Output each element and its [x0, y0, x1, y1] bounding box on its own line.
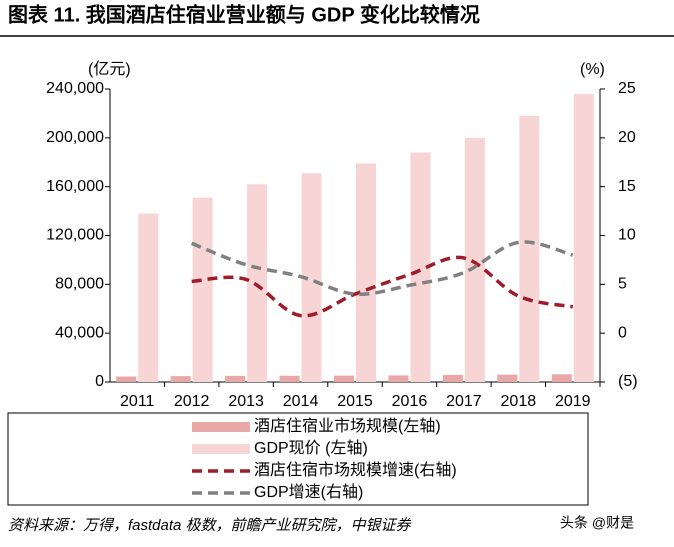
bar	[519, 115, 540, 382]
x-tick-label: 2016	[392, 393, 428, 410]
y-tick-label: 80,000	[55, 276, 104, 293]
bar	[551, 374, 572, 382]
line-series	[191, 255, 574, 318]
bar	[464, 137, 485, 382]
bar	[225, 375, 246, 382]
y2-axis-label: (%)	[580, 61, 605, 78]
source-note: 资料来源：万得，fastdata 极数，前瞻产业研究院，中银证券	[8, 517, 412, 534]
x-tick-label: 2015	[337, 393, 373, 410]
bar	[247, 184, 268, 382]
y-tick-label: 40,000	[55, 324, 104, 341]
x-tick-label: 2018	[501, 393, 537, 410]
y2-tick-label: (5)	[618, 373, 638, 390]
bar	[138, 213, 159, 382]
y-axis-label: (亿元)	[88, 60, 131, 78]
x-tick-label: 2019	[555, 393, 591, 410]
legend-label: 酒店住宿市场规模增速(右轴)	[254, 461, 457, 479]
legend-swatch	[192, 444, 250, 454]
bar	[301, 173, 322, 382]
legend-box	[7, 412, 589, 506]
bar	[573, 93, 594, 382]
bar	[410, 152, 431, 382]
y-tick-label: 200,000	[46, 129, 104, 146]
y-tick-label: 160,000	[46, 178, 104, 195]
y2-tick-label: 10	[618, 227, 636, 244]
y2-tick-label: 5	[618, 276, 627, 293]
line-series	[191, 240, 574, 297]
x-tick-label: 2017	[446, 393, 482, 410]
y-tick-label: 240,000	[46, 80, 104, 97]
bar	[334, 375, 354, 382]
chart-title: 图表 11. 我国酒店住宿业营业额与 GDP 变化比较情况	[8, 2, 480, 26]
x-tick-label: 2013	[228, 393, 264, 410]
legend-label: GDP现价 (左轴)	[254, 439, 368, 457]
bar	[116, 376, 137, 382]
y2-tick-label: 15	[618, 178, 636, 195]
watermark: 头条 @财是	[560, 515, 634, 531]
bar	[356, 163, 376, 382]
y-tick-label: 0	[95, 373, 104, 390]
bar	[192, 197, 213, 382]
bar	[170, 376, 191, 382]
bar	[388, 375, 409, 382]
bar	[279, 375, 300, 382]
y-tick-label: 120,000	[46, 227, 104, 244]
y2-tick-label: 20	[618, 129, 636, 146]
y2-tick-label: 25	[618, 80, 636, 97]
bar	[442, 374, 463, 382]
x-tick-label: 2012	[174, 393, 210, 410]
x-tick-label: 2011	[120, 393, 155, 410]
legend-label: GDP增速(右轴)	[254, 483, 363, 501]
y2-tick-label: 0	[618, 324, 627, 341]
bar	[497, 374, 518, 382]
legend-swatch	[192, 422, 250, 432]
legend-label: 酒店住宿业市场规模(左轴)	[254, 417, 441, 435]
x-tick-label: 2014	[283, 393, 319, 410]
